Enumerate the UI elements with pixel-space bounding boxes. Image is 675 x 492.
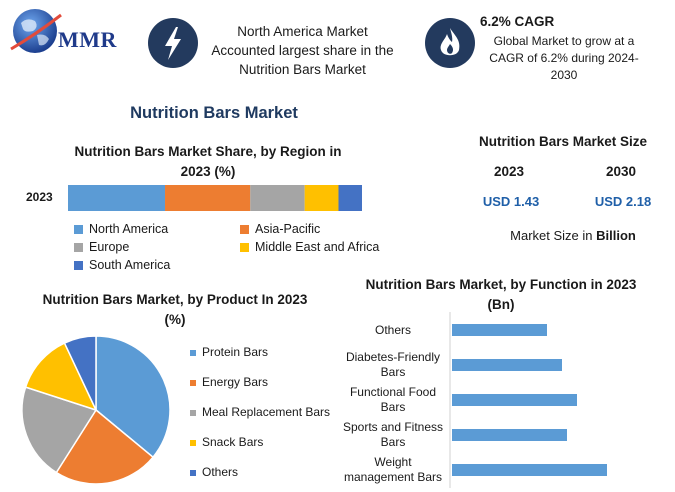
region-segment-south-america <box>338 185 362 211</box>
market-size-unit: Market Size in Billion <box>478 228 668 243</box>
legend-label: Meal Replacement Bars <box>202 405 331 419</box>
product-chart-title: Nutrition Bars Market, by Product In 202… <box>42 292 308 327</box>
market-size-year-2023: 2023 <box>493 164 525 179</box>
legend-swatch <box>74 243 83 253</box>
legend-label: Snack Bars <box>202 435 264 449</box>
function-category-label-functional-food-bars: Functional Food Bars <box>349 385 437 414</box>
region-segment-middle-east-and-africa <box>304 185 339 211</box>
region-stacked-bar <box>68 185 362 211</box>
market-size-title: Nutrition Bars Market Size <box>478 134 648 149</box>
cagr-description: Global Market to grow at a CAGR of 6.2% … <box>489 34 639 82</box>
fact-north-america: North America Market Accounted largest s… <box>211 24 394 77</box>
function-bar-functional-food-bars <box>452 394 577 406</box>
region-legend-item-europe: Europe <box>74 240 129 254</box>
product-legend-item-others: Others <box>190 465 238 479</box>
function-category-label-sports-and-fitness-bars: Sports and Fitness Bars <box>342 420 444 449</box>
lightning-bolt-icon <box>148 18 198 68</box>
flame-icon <box>425 18 475 68</box>
pie-slice-others <box>63 335 97 411</box>
function-category-label-weight-management-bars: Weight management Bars <box>343 455 443 484</box>
cagr-title: 6.2% CAGR <box>480 14 555 29</box>
product-pie-chart <box>21 335 171 485</box>
legend-label: North America <box>89 222 169 236</box>
legend-label: Asia-Pacific <box>255 222 321 236</box>
legend-swatch <box>74 225 83 235</box>
region-legend-item-middle-east-and-africa: Middle East and Africa <box>240 240 379 254</box>
function-bar-chart <box>449 312 607 488</box>
pie-slice-meal-replacement-bars <box>21 386 98 474</box>
pie-slice-energy-bars <box>55 408 155 485</box>
region-segment-asia-pacific <box>165 185 251 211</box>
function-bar-sports-and-fitness-bars <box>452 429 567 441</box>
market-size-unit-prefix: Market Size in <box>510 228 593 243</box>
product-legend-item-meal-replacement-bars: Meal Replacement Bars <box>190 405 330 419</box>
region-segment-europe <box>250 185 305 211</box>
legend-label: Protein Bars <box>202 345 269 359</box>
market-size-value-2023: USD 1.43 <box>482 194 540 209</box>
page-title: Nutrition Bars Market <box>130 104 298 122</box>
legend-label: Europe <box>89 240 130 254</box>
region-legend-item-south-america: South America <box>74 258 170 272</box>
legend-swatch <box>190 439 196 446</box>
market-size-value-2030: USD 2.18 <box>594 194 652 209</box>
market-size-year-2030: 2030 <box>605 164 637 179</box>
legend-label: Others <box>202 465 239 479</box>
globe-icon <box>10 9 62 53</box>
legend-swatch <box>74 261 83 271</box>
legend-label: South America <box>89 258 171 272</box>
product-legend-item-energy-bars: Energy Bars <box>190 375 268 389</box>
product-legend-item-snack-bars: Snack Bars <box>190 435 263 449</box>
region-legend-item-north-america: North America <box>74 222 168 236</box>
legend-swatch <box>240 243 249 253</box>
function-category-label-others: Others <box>374 322 411 337</box>
function-chart-title: Nutrition Bars Market, by Function in 20… <box>365 277 637 312</box>
region-chart-title: Nutrition Bars Market Share, by Region i… <box>74 144 342 179</box>
mmr-logo <box>5 5 135 65</box>
region-legend-item-asia-pacific: Asia-Pacific <box>240 222 320 236</box>
region-category-label: 2023 <box>26 190 53 204</box>
function-bar-others <box>452 324 547 336</box>
legend-swatch <box>190 409 196 416</box>
legend-swatch <box>240 225 249 235</box>
market-size-unit-bold: Billion <box>596 228 636 243</box>
legend-label: Middle East and Africa <box>255 240 380 254</box>
logo-text: MMR <box>58 27 117 52</box>
legend-swatch <box>190 349 196 356</box>
pie-slice-snack-bars <box>24 342 98 412</box>
function-bar-weight-management-bars <box>452 464 607 476</box>
function-category-label-diabetes-friendly-bars: Diabetes-Friendly Bars <box>345 350 441 379</box>
legend-swatch <box>190 379 196 386</box>
legend-swatch <box>190 469 196 476</box>
region-segment-north-america <box>68 185 166 211</box>
function-bar-diabetes-friendly-bars <box>452 359 562 371</box>
legend-label: Energy Bars <box>202 375 269 389</box>
pie-slice-protein-bars <box>95 335 171 459</box>
product-legend-item-protein-bars: Protein Bars <box>190 345 268 359</box>
